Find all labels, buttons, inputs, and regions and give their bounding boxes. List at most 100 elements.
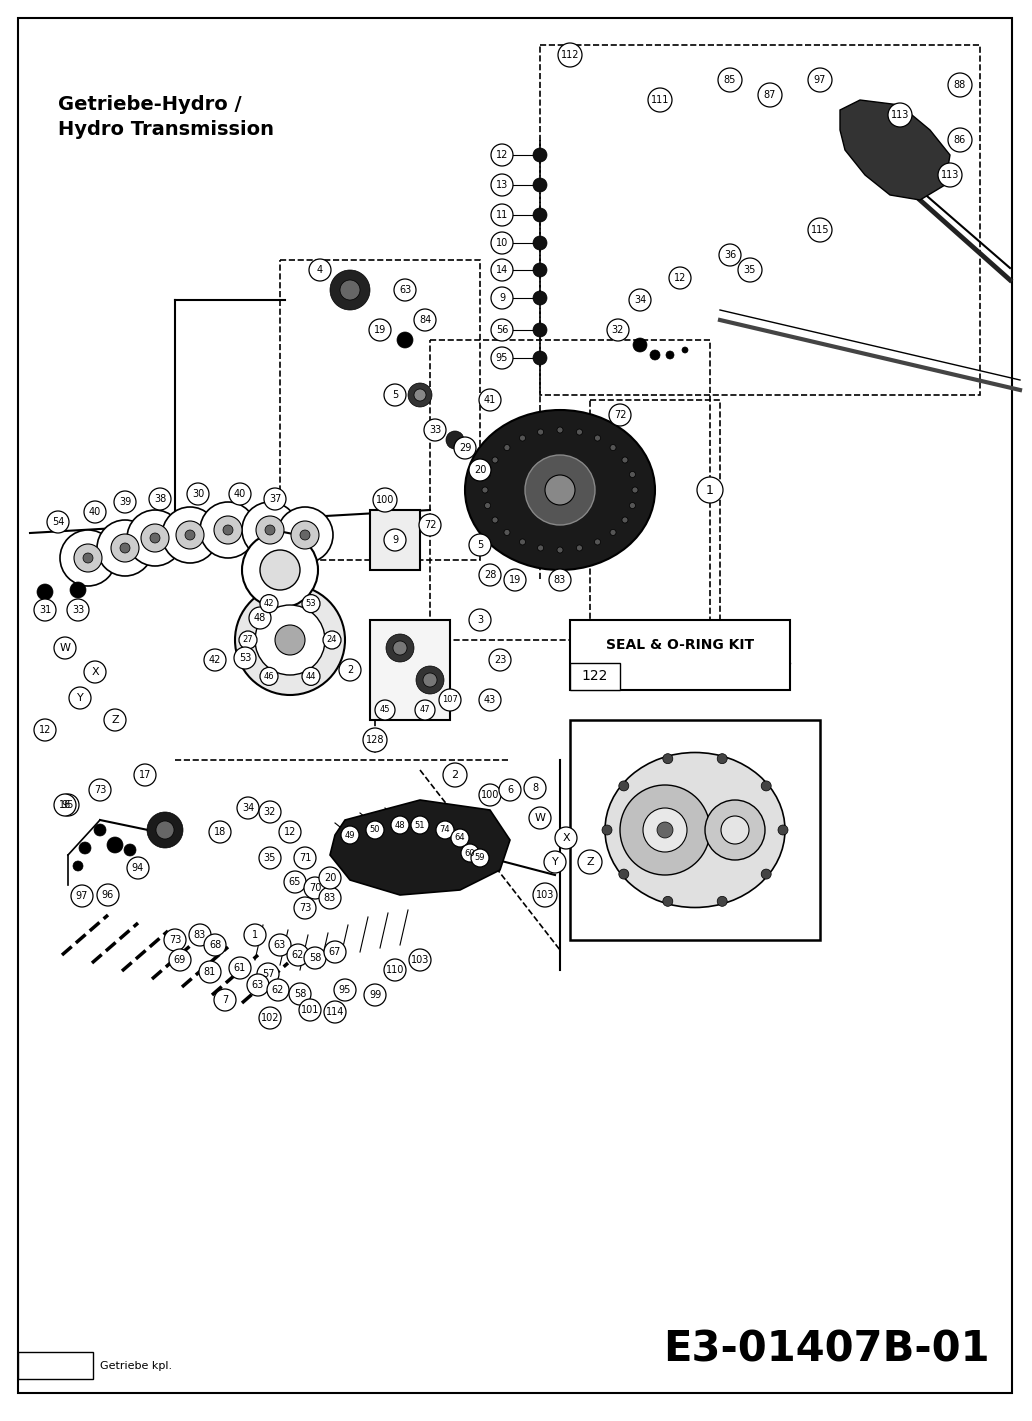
Text: 38: 38 [154, 495, 166, 504]
Text: 62: 62 [271, 985, 284, 995]
Text: 51: 51 [415, 820, 425, 830]
Text: 20: 20 [474, 465, 486, 475]
Circle shape [454, 438, 476, 459]
Text: 103: 103 [536, 890, 554, 899]
Circle shape [94, 824, 106, 836]
Circle shape [533, 263, 547, 277]
Circle shape [578, 850, 602, 874]
Circle shape [630, 472, 636, 477]
Polygon shape [330, 800, 510, 895]
Circle shape [73, 861, 83, 871]
Circle shape [443, 763, 467, 787]
Circle shape [204, 649, 226, 671]
Circle shape [446, 431, 464, 449]
Circle shape [275, 625, 305, 655]
Text: 47: 47 [420, 705, 430, 715]
Text: 1: 1 [706, 483, 714, 496]
Text: 100: 100 [481, 790, 499, 800]
Circle shape [114, 492, 136, 513]
Circle shape [304, 877, 326, 899]
Bar [570, 664, 620, 691]
Text: Getriebe kpl.: Getriebe kpl. [100, 1361, 172, 1371]
Circle shape [291, 522, 319, 549]
Text: 58: 58 [309, 953, 321, 963]
Text: 57: 57 [262, 969, 275, 979]
Circle shape [169, 949, 191, 971]
Text: 71: 71 [299, 853, 312, 863]
Circle shape [619, 782, 628, 791]
Circle shape [762, 782, 771, 791]
Text: 43: 43 [484, 695, 496, 705]
Circle shape [34, 719, 56, 740]
Circle shape [209, 821, 231, 843]
Text: 53: 53 [305, 600, 317, 608]
Circle shape [632, 487, 638, 493]
Bar [280, 260, 480, 560]
Circle shape [738, 259, 762, 281]
Text: 101: 101 [300, 1005, 319, 1015]
Ellipse shape [605, 753, 785, 908]
Text: 1: 1 [252, 929, 258, 941]
Polygon shape [840, 99, 950, 200]
Text: 112: 112 [560, 50, 579, 60]
Circle shape [384, 384, 406, 406]
Circle shape [721, 816, 749, 844]
Text: 14: 14 [495, 264, 508, 276]
Text: 39: 39 [119, 497, 131, 507]
Text: 24: 24 [327, 635, 337, 645]
Circle shape [259, 847, 281, 870]
Circle shape [538, 429, 544, 435]
Text: 113: 113 [941, 171, 959, 180]
Circle shape [54, 637, 76, 659]
Bar [370, 510, 420, 570]
Circle shape [164, 929, 186, 951]
Text: 28: 28 [484, 570, 496, 580]
Circle shape [150, 533, 160, 543]
Text: 11: 11 [495, 210, 508, 220]
Circle shape [149, 487, 171, 510]
Circle shape [249, 607, 271, 630]
Text: 114: 114 [326, 1007, 345, 1017]
Text: 95: 95 [338, 985, 351, 995]
Circle shape [83, 553, 93, 563]
Circle shape [264, 487, 286, 510]
Text: 34: 34 [241, 803, 254, 813]
Circle shape [622, 458, 627, 463]
Circle shape [330, 270, 370, 310]
Circle shape [533, 207, 547, 222]
Circle shape [260, 594, 278, 612]
Circle shape [545, 475, 575, 504]
Circle shape [594, 539, 601, 546]
Circle shape [544, 851, 566, 872]
Circle shape [533, 291, 547, 306]
Circle shape [519, 539, 525, 546]
Circle shape [71, 885, 93, 907]
Circle shape [57, 794, 79, 816]
Circle shape [491, 232, 513, 254]
Circle shape [491, 173, 513, 196]
Circle shape [384, 959, 406, 980]
Circle shape [657, 821, 673, 838]
Text: 94: 94 [132, 863, 144, 872]
Circle shape [415, 701, 436, 720]
Circle shape [319, 887, 341, 909]
Text: 64: 64 [455, 834, 465, 843]
Circle shape [124, 844, 136, 855]
Text: 95: 95 [62, 800, 74, 810]
Circle shape [408, 384, 432, 406]
Circle shape [491, 144, 513, 166]
Circle shape [241, 531, 318, 608]
Circle shape [294, 897, 316, 919]
Circle shape [610, 530, 616, 536]
Circle shape [299, 999, 321, 1022]
Text: 7: 7 [222, 995, 228, 1005]
Circle shape [609, 404, 631, 426]
Text: 58: 58 [294, 989, 307, 999]
Text: 27: 27 [243, 635, 253, 645]
Circle shape [557, 547, 563, 553]
Circle shape [948, 128, 972, 152]
Circle shape [214, 516, 241, 544]
Circle shape [557, 426, 563, 433]
Text: 44: 44 [305, 672, 316, 681]
Text: 69: 69 [173, 955, 186, 965]
